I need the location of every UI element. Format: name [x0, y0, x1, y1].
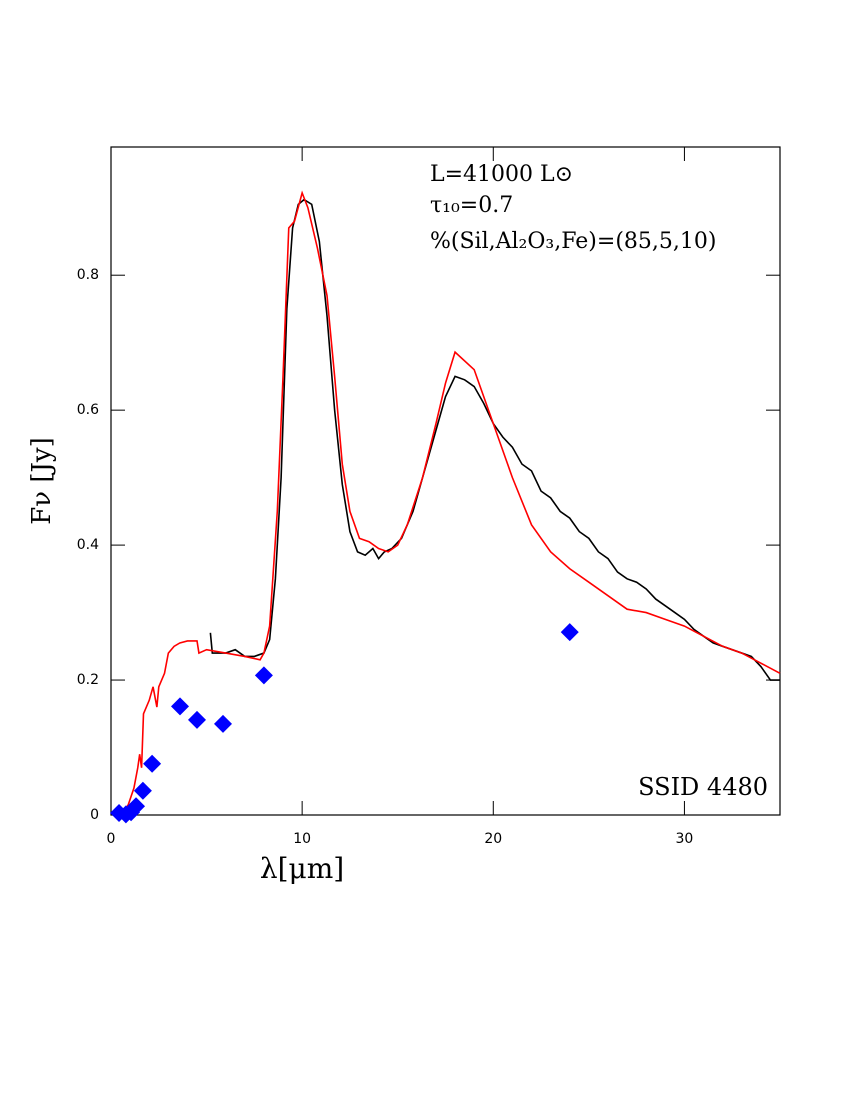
photometry-point	[143, 754, 162, 773]
photometry-point	[560, 623, 579, 642]
x-axis-label: λ[μm]	[260, 852, 344, 885]
y-tick-label: 0.4	[77, 537, 99, 553]
x-tick-label: 20	[484, 831, 502, 847]
y-tick-label: 0.2	[77, 672, 99, 688]
photometry-point	[133, 781, 152, 800]
y-tick-label: 0.8	[77, 267, 99, 283]
x-tick-label: 30	[676, 831, 694, 847]
annotation: L=41000 L⊙	[430, 162, 573, 187]
y-tick-label: 0.6	[77, 402, 99, 418]
annotation: %(Sil,Al₂O₃,Fe)=(85,5,10)	[430, 229, 716, 254]
photometry-point	[127, 797, 146, 816]
x-tick-label: 0	[107, 831, 116, 847]
annotation: τ₁₀=0.7	[430, 193, 513, 218]
photometry-point	[171, 697, 190, 716]
annotation: SSID 4480	[638, 773, 768, 801]
plot-frame	[110, 146, 781, 816]
y-axis-label: Fν [Jy]	[27, 437, 57, 525]
spectrum-line	[116, 190, 781, 816]
photometry-point	[254, 666, 273, 685]
photometry-point	[214, 714, 233, 733]
y-tick-label: 0	[90, 807, 99, 823]
x-tick-label: 10	[293, 831, 311, 847]
spectrum-line	[209, 198, 780, 681]
photometry-point	[188, 710, 207, 729]
